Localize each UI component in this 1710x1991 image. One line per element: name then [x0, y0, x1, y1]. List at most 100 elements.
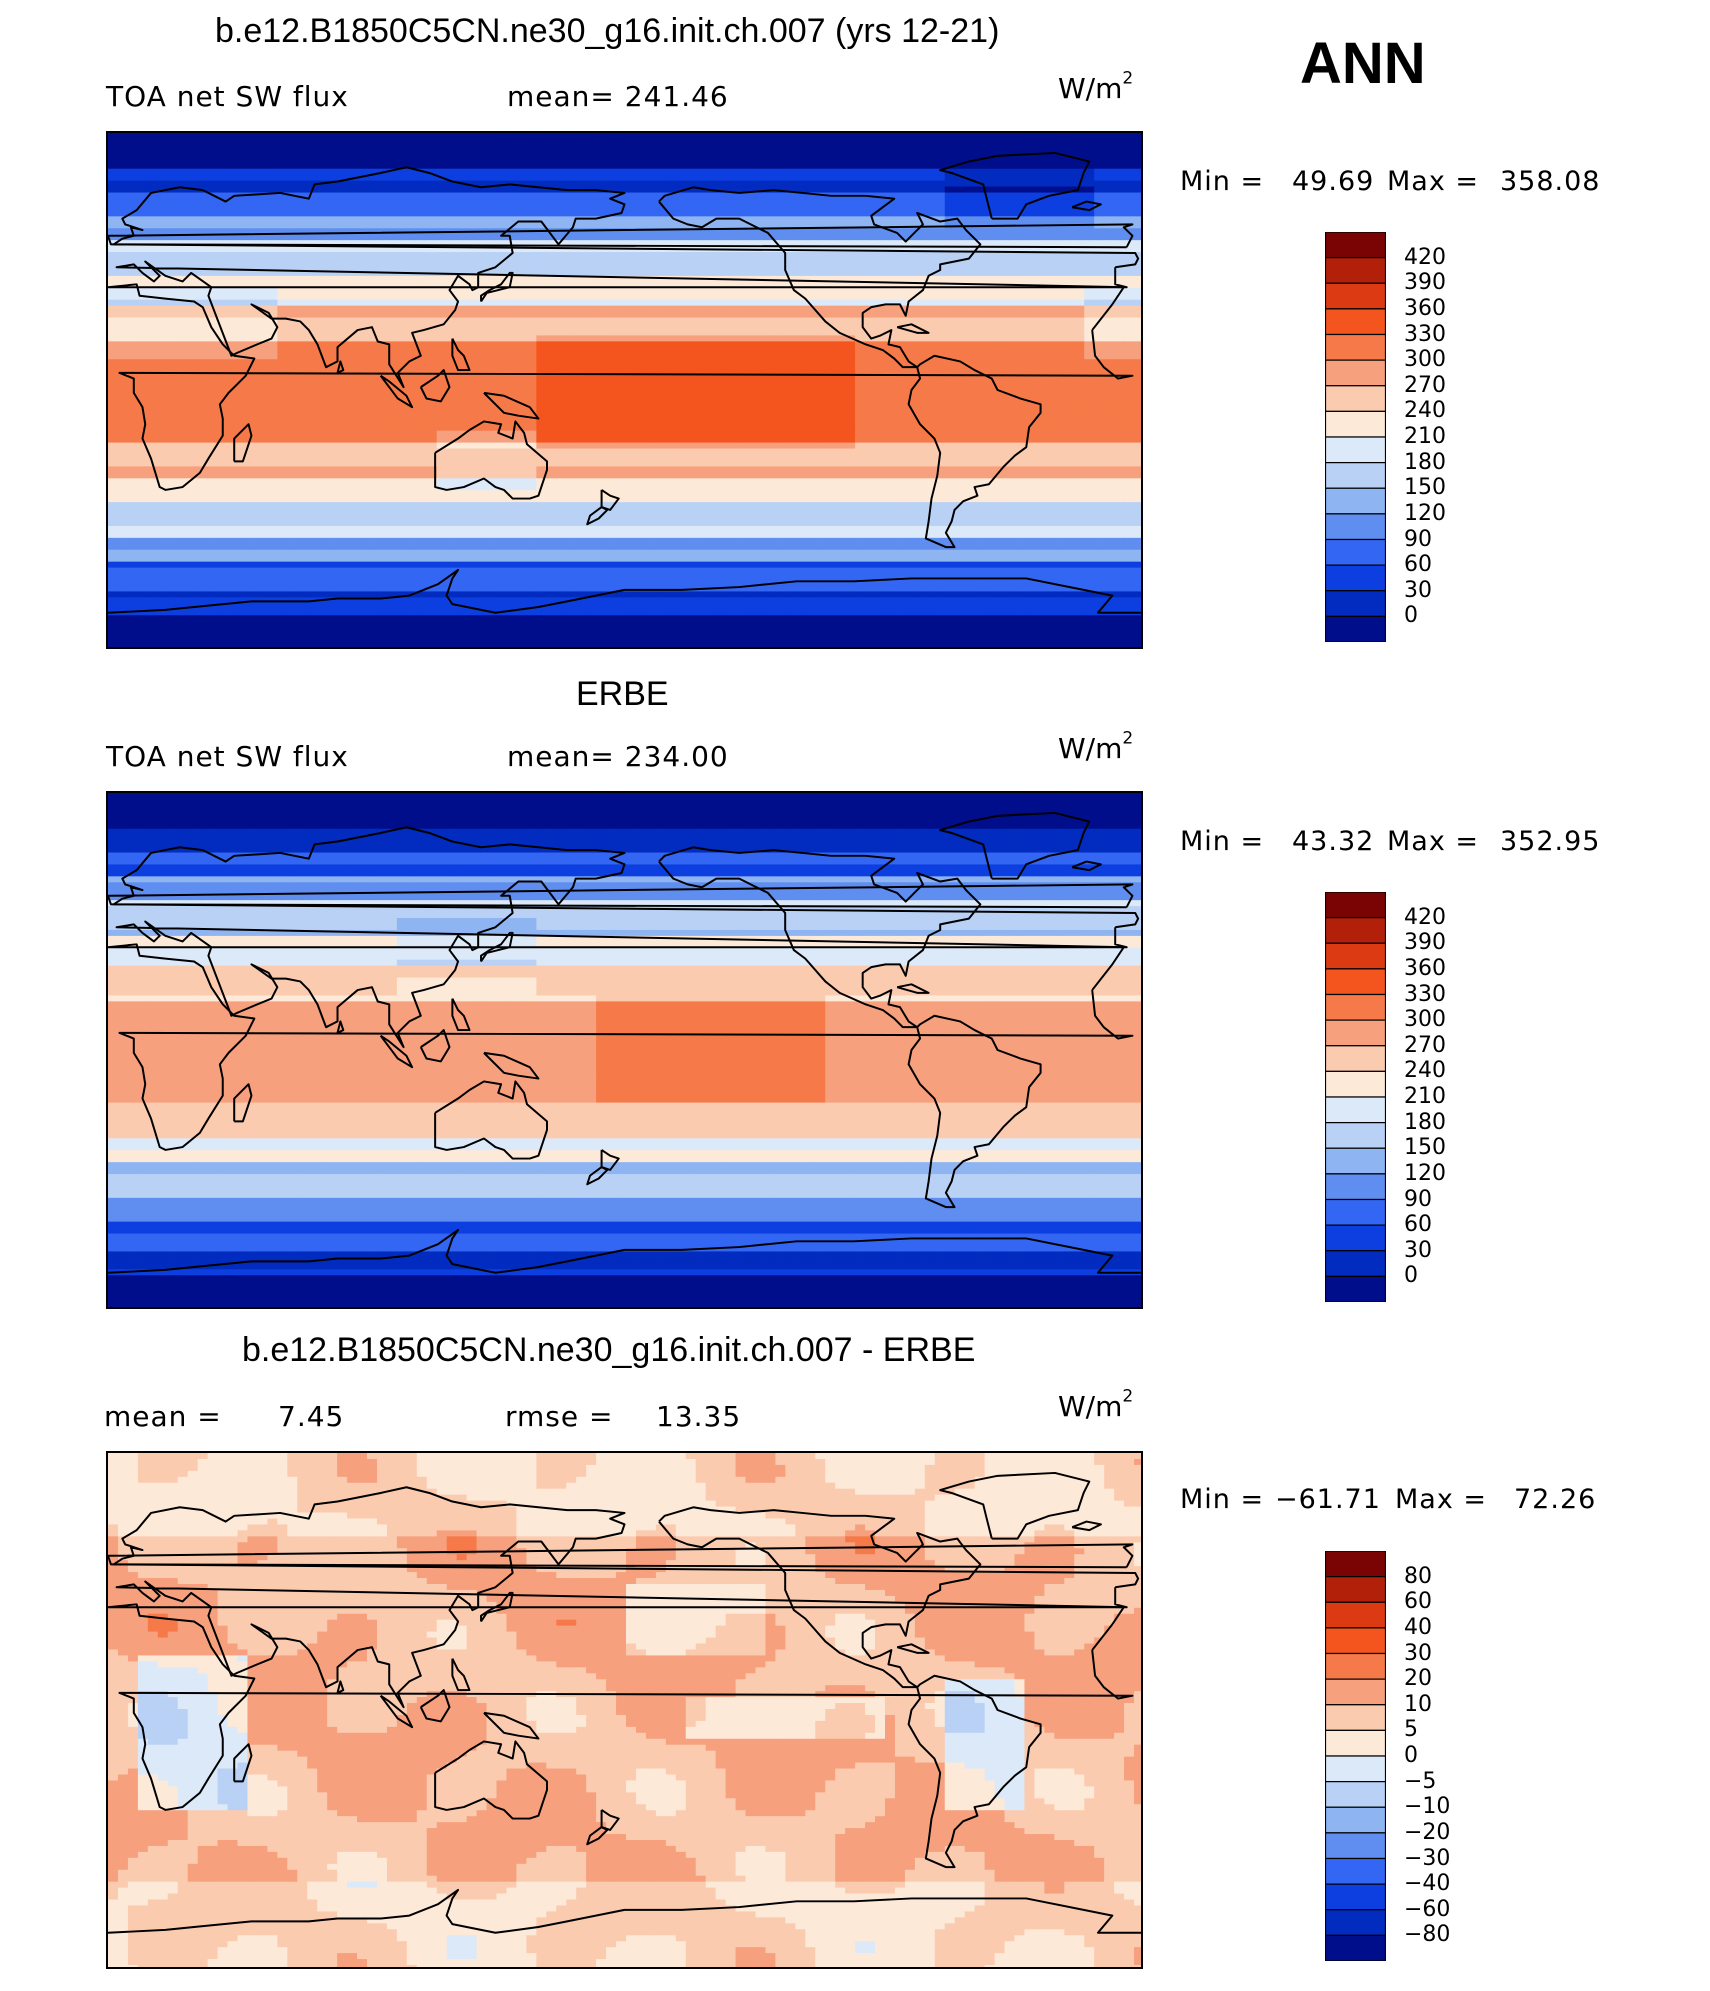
coastline: [1071, 860, 1102, 872]
panel-3-title: b.e12.B1850C5CN.ne30_g16.init.ch.007 - E…: [242, 1331, 975, 1370]
coastlines: [108, 811, 1141, 1274]
colorbar-swatch: [1325, 1832, 1386, 1860]
panel-1-variable-label: TOA net SW flux: [106, 80, 349, 113]
colorbar-swatch: [1325, 1934, 1386, 1961]
panel-2-title: ERBE: [576, 675, 669, 714]
coastline: [896, 1643, 930, 1654]
field-cells: [108, 133, 1141, 647]
panel-3-colorbar: [1325, 1551, 1386, 1961]
coastline: [434, 1740, 548, 1820]
colorbar-swatch: [1325, 590, 1386, 617]
colorbar-tick-label: 80: [1404, 1565, 1432, 1588]
colorbar-swatch: [1325, 1070, 1386, 1098]
colorbar-tick-label: 30: [1404, 1239, 1432, 1262]
colorbar-tick-label: 150: [1404, 477, 1446, 499]
coastline: [586, 1166, 609, 1186]
panel-2-max-label: Max =: [1387, 826, 1479, 857]
panel-2-map: [106, 791, 1143, 1309]
colorbar-tick-label: 420: [1404, 246, 1446, 269]
colorbar-tick-label: 330: [1404, 983, 1446, 1006]
coastline: [480, 1591, 514, 1623]
coastline: [939, 1471, 1091, 1540]
panel-1-max-value: 358.08: [1500, 166, 1600, 197]
colorbar-swatch: [1325, 1045, 1386, 1072]
coastline: [451, 1658, 471, 1692]
coastline: [108, 1603, 1134, 1811]
colorbar-tick-label: 5: [1404, 1719, 1418, 1741]
panel-1-map: [106, 131, 1143, 649]
panel-3-map: [106, 1451, 1143, 1969]
colorbar-swatch: [1325, 1781, 1386, 1808]
colorbar-tick-label: 0: [1404, 1265, 1418, 1287]
coastline: [233, 423, 253, 463]
colorbar-swatch: [1325, 564, 1386, 592]
colorbar-swatch: [1325, 993, 1386, 1021]
coastline: [419, 1689, 451, 1723]
coastline: [1071, 200, 1102, 212]
field-cells: [108, 1453, 1141, 1967]
colorbar-tick-label: 60: [1404, 1214, 1432, 1236]
coastline: [434, 420, 548, 500]
colorbar-tick-label: −20: [1404, 1821, 1450, 1844]
colorbar-swatch: [1325, 892, 1386, 919]
colorbar-tick-label: 120: [1404, 1162, 1446, 1185]
panel-2-min-value: 43.32: [1292, 826, 1374, 857]
panel-3-mean-label: mean =: [104, 1400, 222, 1433]
colorbar-tick-label: 40: [1404, 1616, 1432, 1639]
colorbar-tick-label: −60: [1404, 1898, 1450, 1921]
coastline: [379, 1694, 414, 1729]
colorbar-swatch: [1325, 232, 1386, 259]
colorbar-tick-label: 300: [1404, 1009, 1446, 1031]
colorbar-tick-label: 150: [1404, 1137, 1446, 1159]
coastline: [480, 271, 514, 303]
panel-1-map-plot: [108, 133, 1141, 647]
colorbar-swatch: [1325, 1857, 1386, 1885]
colorbar-tick-label: −5: [1404, 1770, 1436, 1793]
coastlines: [108, 151, 1141, 614]
colorbar-tick-label: 360: [1404, 297, 1446, 320]
coastline: [658, 186, 982, 369]
panel-1-units: W/m2: [1058, 70, 1133, 105]
colorbar-swatch: [1325, 1122, 1386, 1149]
colorbar-tick-label: 20: [1404, 1668, 1432, 1690]
colorbar-swatch: [1325, 359, 1386, 387]
coastline: [896, 983, 930, 994]
coastline: [600, 1809, 620, 1831]
panel-1-mean-label: mean= 241.46: [507, 80, 729, 113]
colorbar-swatch: [1325, 1704, 1386, 1731]
colorbar-swatch: [1325, 1224, 1386, 1252]
colorbar-tick-label: 300: [1404, 349, 1446, 371]
colorbar-swatch: [1325, 1729, 1386, 1757]
coastline: [483, 391, 540, 420]
coastline: [108, 283, 1134, 491]
colorbar-swatch: [1325, 282, 1386, 310]
colorbar-swatch: [1325, 1198, 1386, 1226]
colorbar-swatch: [1325, 1627, 1386, 1655]
panel-2-colorbar: [1325, 892, 1386, 1302]
panel-1-min-label: Min =: [1180, 166, 1264, 197]
coastline: [108, 1888, 1141, 1934]
panel-3-max-label: Max =: [1395, 1484, 1487, 1515]
colorbar-tick-label: 240: [1404, 400, 1446, 422]
colorbar-tick-label: 270: [1404, 374, 1446, 397]
colorbar-tick-label: 0: [1404, 1745, 1418, 1767]
coastline: [108, 223, 1134, 249]
coastline: [907, 1674, 1042, 1869]
colorbar-swatch: [1325, 917, 1386, 944]
coastline: [907, 354, 1042, 549]
colorbar-tick-label: 360: [1404, 957, 1446, 980]
panel-2-min-label: Min =: [1180, 826, 1264, 857]
colorbar-swatch: [1325, 1096, 1386, 1124]
colorbar-tick-label: 30: [1404, 579, 1432, 602]
colorbar-swatch: [1325, 1909, 1386, 1936]
panel-2-mean-label: mean= 234.00: [507, 740, 729, 773]
colorbar-swatch: [1325, 615, 1386, 642]
colorbar-swatch: [1325, 1652, 1386, 1680]
colorbar-swatch: [1325, 1576, 1386, 1603]
coastline: [451, 998, 471, 1032]
coastline: [112, 826, 1140, 1049]
panel-2-variable-label: TOA net SW flux: [106, 740, 349, 773]
coastline: [108, 1228, 1141, 1274]
colorbar-tick-label: −80: [1404, 1924, 1450, 1946]
colorbar-swatch: [1325, 1678, 1386, 1706]
